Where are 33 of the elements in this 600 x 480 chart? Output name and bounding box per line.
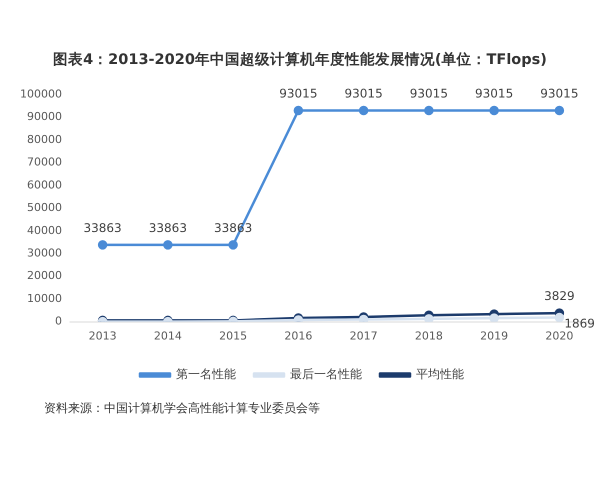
x-tick-label: 2018 xyxy=(414,329,443,342)
chart-title: 图表4：2013-2020年中国超级计算机年度性能发展情况(单位：TFlops) xyxy=(52,50,548,69)
y-tick-label: 80000 xyxy=(26,132,62,146)
text: 资料来源：中国计算机学会高性能计算专业委员会等 xyxy=(44,400,320,417)
y-tick-label: 70000 xyxy=(26,156,62,169)
y-tick-label: 10000 xyxy=(26,292,62,305)
x-tick-label: 2016 xyxy=(284,329,312,342)
legend-label: 最后一名性能 xyxy=(290,367,362,382)
y-tick-label: 100000 xyxy=(20,87,62,100)
x-tick-label: 2015 xyxy=(219,329,248,342)
x-tick-label: 2017 xyxy=(350,329,378,342)
x-tick-label: 2014 xyxy=(154,329,182,342)
legend-label: 第一名性能 xyxy=(176,367,236,382)
y-tick-label: 40000 xyxy=(26,224,62,237)
data-label: 93015 xyxy=(410,86,448,101)
x-tick-label: 2019 xyxy=(480,329,508,342)
y-tick-label: 0 xyxy=(54,314,62,328)
y-tick-label: 50000 xyxy=(26,201,62,214)
data-label: 3829 xyxy=(544,289,575,304)
y-tick-label: 90000 xyxy=(26,110,62,124)
data-label: 93015 xyxy=(475,86,514,101)
y-tick-label: 60000 xyxy=(26,178,62,192)
y-tick-label: 20000 xyxy=(26,269,62,282)
data-label: 93015 xyxy=(344,86,383,101)
data-label: 33863 xyxy=(84,220,122,235)
data-label: 33863 xyxy=(148,220,187,235)
y-tick-label: 30000 xyxy=(26,246,62,260)
data-label: 1869 xyxy=(564,316,595,331)
x-tick-label: 2020 xyxy=(545,329,574,342)
legend-label: 平均性能 xyxy=(416,367,464,382)
data-label: 93015 xyxy=(279,86,318,101)
data-label: 93015 xyxy=(540,86,578,101)
x-tick-label: 2013 xyxy=(88,329,117,342)
